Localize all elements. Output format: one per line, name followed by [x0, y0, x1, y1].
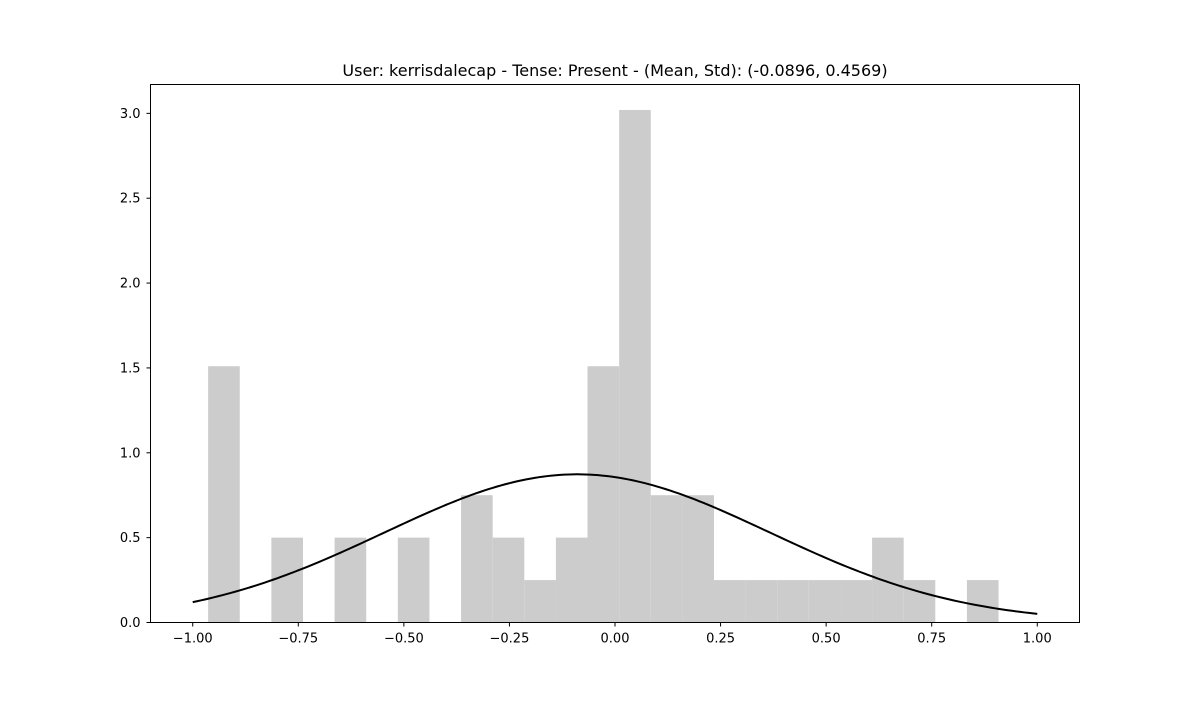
histogram-bar — [619, 109, 651, 623]
y-tick-label: 0.5 — [120, 531, 141, 546]
x-tick-label: −0.25 — [490, 632, 530, 647]
histogram-bar — [966, 580, 999, 623]
histogram-bar — [682, 495, 714, 623]
y-tick-label: 2.5 — [120, 192, 141, 207]
x-tick-label: 0.25 — [706, 632, 735, 647]
histogram-bar — [271, 537, 303, 623]
x-tick-label: 0.75 — [917, 632, 946, 647]
y-tick-label: 1.0 — [120, 446, 141, 461]
histogram-bar — [777, 580, 809, 623]
x-tick-label: 0.00 — [601, 632, 630, 647]
histogram-bars — [208, 109, 999, 623]
x-tick-label: 0.50 — [812, 632, 841, 647]
histogram-bar — [587, 366, 620, 623]
histogram-bar — [650, 495, 683, 623]
x-axis: −1.00 −0.75 −0.50 −0.25 0.00 0.25 0.50 0.75 1.00 — [173, 622, 1052, 647]
x-tick-label: −1.00 — [173, 632, 213, 647]
x-tick-label: −0.75 — [278, 632, 318, 647]
normal-curve-layer — [192, 473, 1038, 615]
histogram-bar — [872, 537, 904, 623]
histogram-bar — [808, 580, 841, 623]
chart-title: User: kerrisdalecap - Tense: Present - (… — [342, 61, 887, 80]
histogram-bar — [745, 580, 778, 623]
y-tick-label: 0.0 — [120, 616, 141, 631]
histogram-bar — [397, 537, 430, 623]
y-axis: 0.0 0.5 1.0 1.5 2.0 2.5 3.0 — [120, 107, 151, 631]
histogram-bar — [555, 537, 588, 623]
x-tick-label: 1.00 — [1023, 632, 1052, 647]
histogram-bar — [334, 537, 367, 623]
histogram-bar — [840, 580, 873, 623]
y-tick-label: 3.0 — [120, 107, 141, 122]
normal-distribution-curve — [192, 473, 1038, 615]
y-tick-label: 2.0 — [120, 277, 141, 292]
x-tick-label: −0.50 — [384, 632, 424, 647]
y-tick-label: 1.5 — [120, 361, 141, 376]
histogram-bar — [208, 366, 240, 623]
histogram-bar — [903, 580, 936, 623]
histogram-bar — [461, 495, 493, 623]
histogram-bar — [492, 537, 525, 623]
histogram-bar — [524, 580, 556, 623]
histogram-bar — [713, 580, 746, 623]
